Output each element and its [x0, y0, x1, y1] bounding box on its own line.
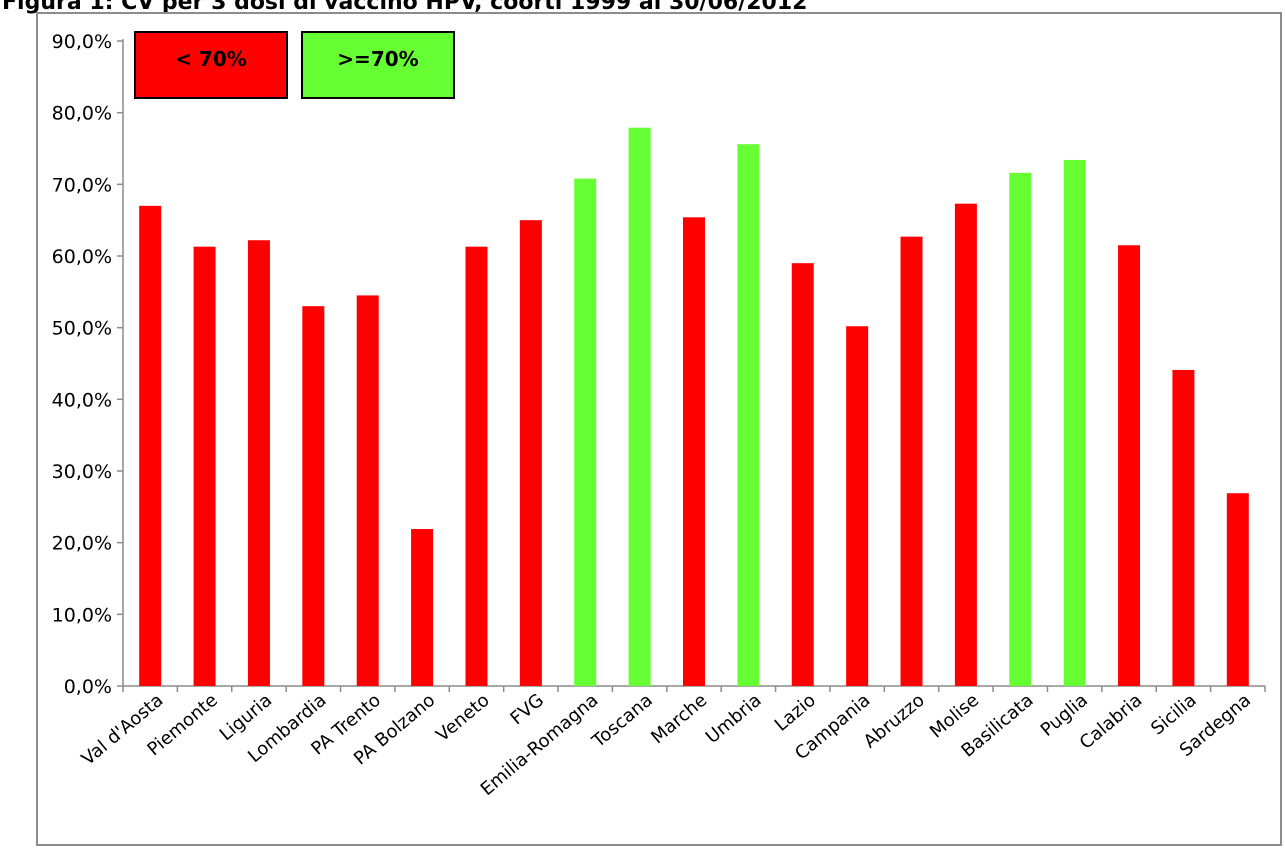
y-tick-label: 60,0% — [52, 246, 112, 268]
bars — [139, 127, 1249, 687]
x-tick-label: Veneto — [432, 690, 493, 746]
x-tick-label: Abruzzo — [860, 690, 929, 753]
y-axis: 0,0% 10,0% 20,0% 30,0% 40,0% 50,0% 60,0% 70,0% 8… — [52, 31, 124, 698]
y-tick-label: 50,0% — [52, 318, 112, 340]
x-axis — [122, 685, 1266, 692]
y-tick-label: 30,0% — [52, 461, 112, 483]
bar — [356, 295, 379, 686]
legend-item-below-70: < 70% — [134, 31, 288, 99]
legend-item-above-70: >=70% — [301, 31, 455, 99]
bar — [1063, 159, 1086, 686]
y-tick-label: 20,0% — [52, 533, 112, 555]
y-tick-label: 40,0% — [52, 389, 112, 411]
y-tick-label: 70,0% — [52, 174, 112, 196]
x-tick-label: FVG — [507, 690, 549, 730]
legend-label-below-70: < 70% — [175, 47, 247, 71]
legend-label-above-70: >=70% — [337, 47, 419, 71]
x-tick-label: Toscana — [588, 690, 657, 753]
bar — [1172, 369, 1195, 686]
bar — [411, 529, 434, 686]
bar — [737, 144, 760, 686]
bar — [193, 246, 216, 686]
bar — [519, 220, 542, 686]
x-tick-label: Marche — [647, 690, 711, 748]
bar — [628, 127, 651, 686]
bar — [846, 326, 869, 686]
bar — [139, 205, 162, 687]
bar — [791, 263, 814, 686]
bar — [247, 240, 270, 686]
x-tick-label: Lazio — [771, 690, 820, 736]
bar — [1118, 245, 1141, 686]
bar — [465, 246, 488, 686]
bar — [574, 178, 597, 686]
chart-frame — [36, 12, 1282, 846]
x-tick-label: Umbria — [702, 690, 766, 748]
bar — [683, 217, 705, 687]
bar — [900, 236, 923, 686]
bar — [302, 306, 325, 686]
y-tick-label: 90,0% — [52, 31, 112, 53]
bar — [1226, 493, 1249, 686]
y-tick-label: 0,0% — [64, 676, 112, 698]
chart-title: Figura 1: CV per 3 dosi di vaccino HPV, … — [2, 0, 808, 15]
y-tick-label: 80,0% — [52, 103, 112, 125]
bar — [954, 203, 977, 686]
bar — [1009, 172, 1032, 686]
y-tick-label: 10,0% — [52, 604, 112, 626]
